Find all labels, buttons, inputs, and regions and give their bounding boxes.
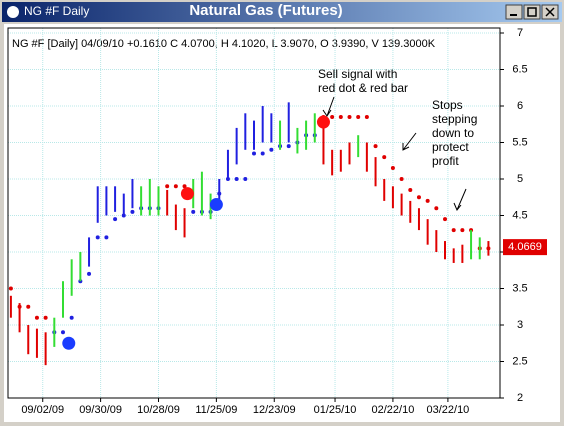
stop-dot xyxy=(356,114,361,119)
stop-dot xyxy=(399,177,404,181)
x-tick-label: 12/23/09 xyxy=(253,404,296,416)
stop-dot xyxy=(338,114,343,119)
stop-dot xyxy=(104,235,109,240)
window-tab: NG #F Daily xyxy=(24,4,89,18)
stop-dot xyxy=(8,286,13,291)
stop-dot xyxy=(434,206,439,211)
stop-dot xyxy=(182,184,187,189)
last-price-box xyxy=(503,239,547,256)
app-icon xyxy=(7,6,19,18)
stop-dot xyxy=(26,304,31,309)
arrow xyxy=(322,96,335,117)
stop-dot xyxy=(364,114,369,119)
stop-dot xyxy=(451,228,456,233)
stop-dot xyxy=(286,144,291,149)
arrow xyxy=(402,132,417,151)
stop-dot xyxy=(130,209,135,214)
stop-dot xyxy=(260,151,265,156)
x-tick-label: 02/22/10 xyxy=(372,404,415,416)
plot: 22.533.544.555.566.5709/02/0909/30/0910/… xyxy=(7,27,547,416)
stop-dot xyxy=(425,198,430,203)
y-tick-label: 3.5 xyxy=(512,282,527,294)
stop-dot xyxy=(113,217,118,222)
title-bar xyxy=(2,2,562,22)
x-tick-label: 09/30/09 xyxy=(79,404,122,416)
arrow xyxy=(453,188,467,211)
signal-dot xyxy=(62,336,76,350)
stop-dot xyxy=(173,184,178,189)
x-tick-label: 01/25/10 xyxy=(314,404,357,416)
y-tick-label: 6 xyxy=(517,100,523,112)
signal-dot xyxy=(209,198,223,212)
annotation: profit xyxy=(432,154,459,168)
window-title: Natural Gas (Futures) xyxy=(189,2,342,19)
signal-dot xyxy=(316,115,330,129)
annotation: stepping xyxy=(432,112,477,126)
stop-dot xyxy=(87,271,92,276)
window-buttons[interactable] xyxy=(505,4,559,20)
x-tick-label: 09/02/09 xyxy=(21,404,64,416)
chart-area xyxy=(4,24,560,422)
stop-dot xyxy=(382,155,387,160)
stop-dot xyxy=(390,166,395,171)
annotation: Stops xyxy=(432,98,463,112)
y-tick-label: 4.5 xyxy=(512,209,527,221)
stop-dot xyxy=(408,187,413,192)
stop-dot xyxy=(191,209,196,214)
x-tick-label: 10/28/09 xyxy=(137,404,180,416)
annotation: red dot & red bar xyxy=(318,81,408,95)
stop-dot xyxy=(330,114,335,119)
stop-dot xyxy=(460,228,465,233)
y-tick-label: 6.5 xyxy=(512,63,527,75)
stop-dot xyxy=(443,217,448,222)
stop-dot xyxy=(60,330,65,335)
signal-dot xyxy=(180,187,194,201)
stop-dot xyxy=(69,315,74,320)
annotation: Sell signal with xyxy=(318,67,397,81)
stop-dot xyxy=(34,315,39,320)
stop-dot xyxy=(373,144,378,149)
stop-dot xyxy=(234,177,239,181)
info-line: NG #F [Daily] 04/09/10 +0.1610 C 4.0700,… xyxy=(12,38,436,50)
stop-dot xyxy=(347,114,352,119)
plot-border xyxy=(7,27,501,399)
x-tick-label: 03/22/10 xyxy=(426,404,469,416)
maximize[interactable] xyxy=(523,4,541,20)
annotation: down to xyxy=(432,126,474,140)
stop-dot xyxy=(43,315,48,320)
x-tick-label: 11/25/09 xyxy=(195,404,237,416)
annotation: protect xyxy=(432,140,469,154)
y-tick-label: 2.5 xyxy=(512,355,527,367)
stop-dot xyxy=(252,151,256,156)
y-tick-label: 5 xyxy=(517,173,523,185)
y-tick-label: 2 xyxy=(517,392,523,404)
stop-dot xyxy=(95,235,100,240)
y-tick-label: 3 xyxy=(517,319,523,331)
stop-dot xyxy=(416,195,421,200)
stop-dot xyxy=(269,147,274,152)
stop-dot xyxy=(243,177,248,181)
y-tick-label: 7 xyxy=(517,27,523,39)
y-tick-label: 5.5 xyxy=(512,136,527,148)
minimize[interactable] xyxy=(505,4,523,20)
stop-dot xyxy=(165,184,170,189)
last-price: 4.0669 xyxy=(508,241,542,253)
